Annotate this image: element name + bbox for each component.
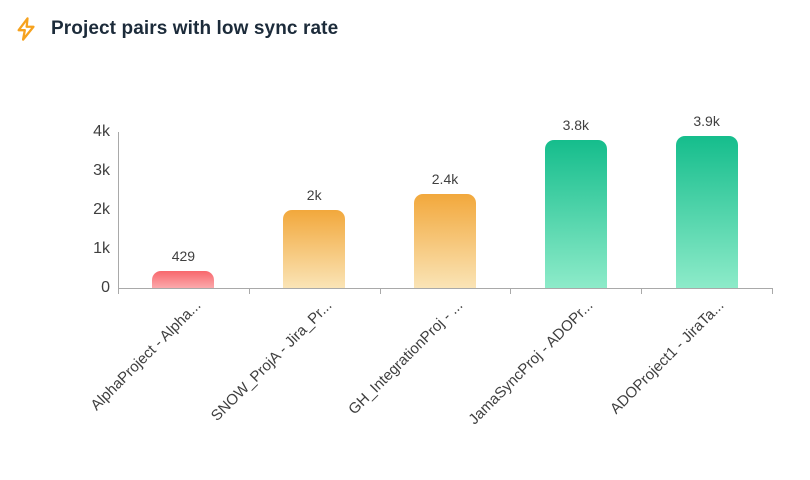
x-axis-tick	[248, 288, 250, 294]
x-axis-tick	[772, 288, 773, 294]
bar[interactable]	[152, 271, 215, 288]
bar[interactable]	[544, 139, 607, 288]
bar-value-label: 3.8k	[562, 116, 590, 133]
bar-value-label: 429	[171, 248, 196, 265]
bar-value-label: 2k	[306, 187, 322, 203]
y-axis-line	[118, 132, 119, 294]
x-axis-label: GH_IntegrationProj - ...	[344, 297, 467, 419]
x-axis-label: JamaSyncProj - ADOPr...	[465, 297, 597, 429]
x-axis-label: AlphaProject - Alpha...	[87, 297, 205, 414]
x-axis-label: SNOW_ProjA - Jira_Pr...	[207, 297, 336, 425]
bar-value-label: 3.9k	[693, 112, 720, 129]
x-axis-tick	[641, 288, 643, 294]
lightning-bolt-icon	[13, 16, 39, 42]
y-axis-label: 4k	[93, 123, 110, 140]
chart-header: Project pairs with low sync rate	[13, 16, 338, 42]
x-axis-line	[118, 288, 772, 289]
x-axis-label: ADOProject1 - JiraTa...	[607, 297, 728, 418]
x-axis-tick	[379, 288, 381, 294]
chart-title: Project pairs with low sync rate	[51, 18, 339, 39]
bar[interactable]	[675, 135, 738, 288]
bar[interactable]	[414, 194, 476, 288]
y-axis-label: 0	[101, 279, 110, 296]
x-axis-tick	[510, 288, 512, 294]
bar-value-label: 2.4k	[431, 171, 459, 188]
bar[interactable]	[283, 210, 346, 288]
y-axis-label: 1k	[93, 240, 110, 257]
y-axis-label: 3k	[93, 162, 110, 179]
y-axis-label: 2k	[93, 201, 110, 218]
